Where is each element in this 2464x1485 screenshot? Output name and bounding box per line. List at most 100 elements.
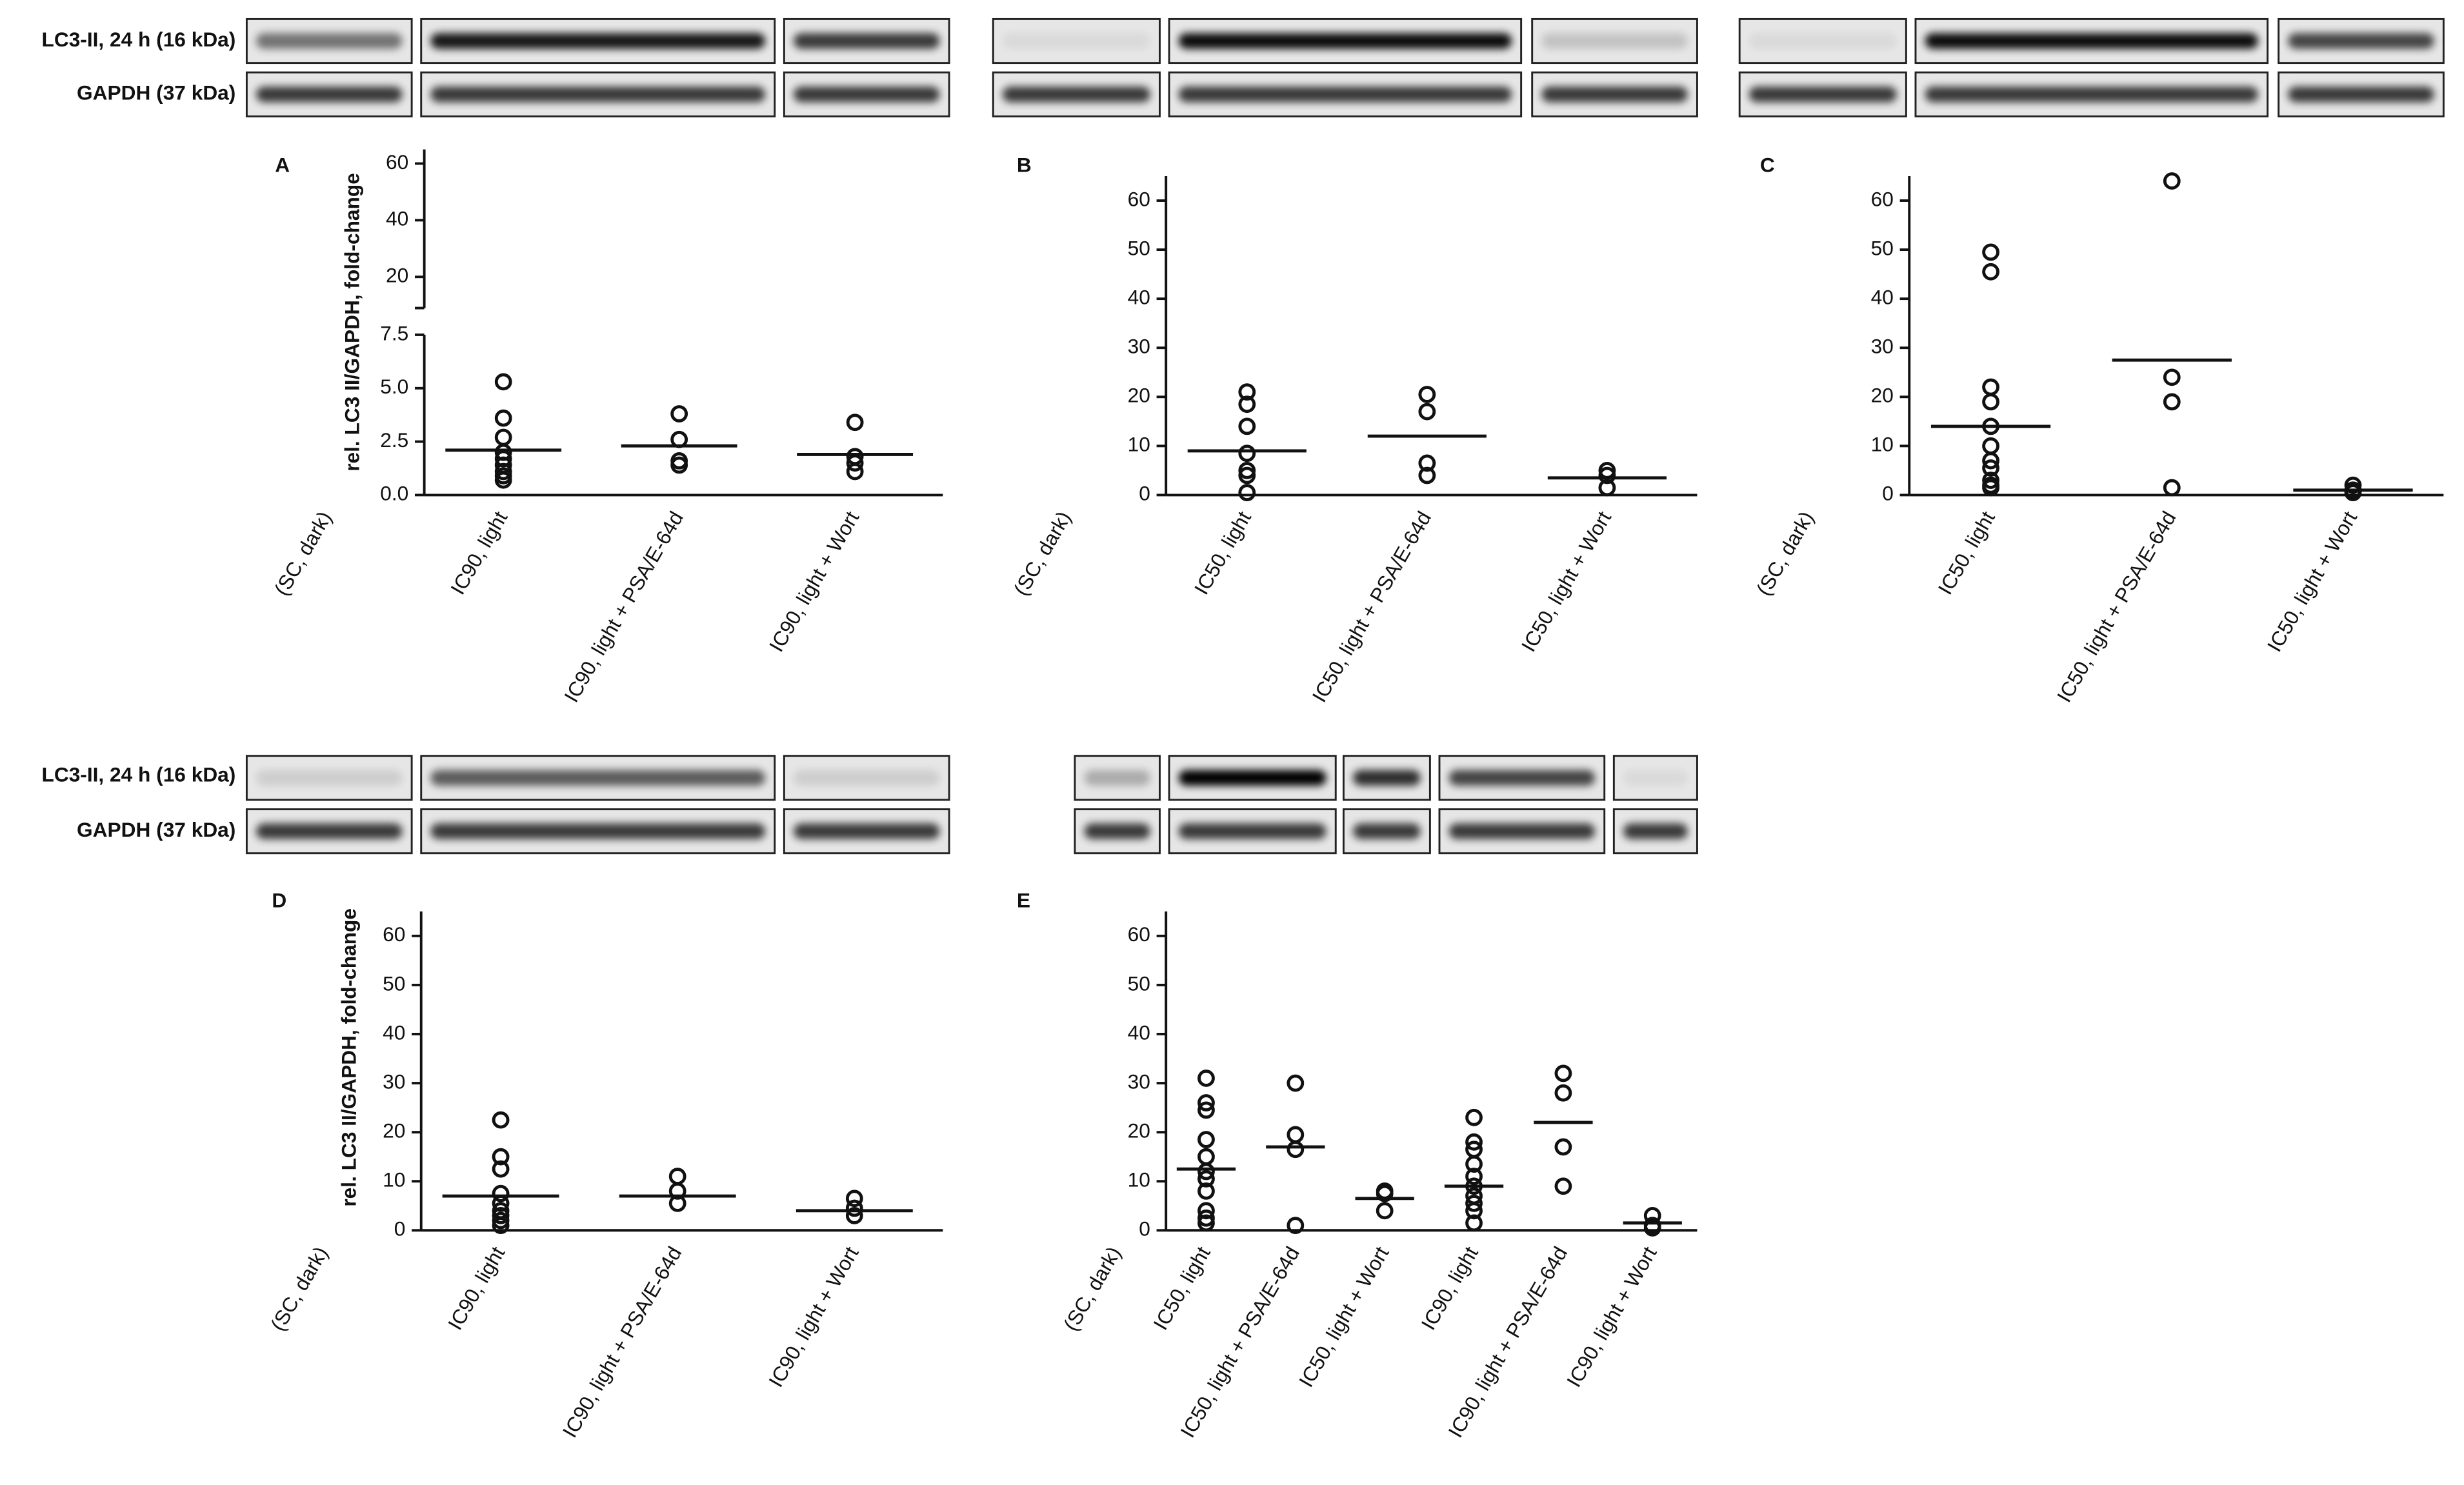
blot-band xyxy=(793,33,940,49)
blot-band xyxy=(793,770,940,786)
data-point xyxy=(1197,1101,1215,1119)
blot-band xyxy=(1353,770,1421,786)
blot-band xyxy=(1178,770,1327,786)
blot-band xyxy=(793,86,940,103)
blot-label: LC3-II, 24 h (16 kDa) xyxy=(42,763,236,786)
data-point xyxy=(1982,243,1999,261)
data-point xyxy=(1465,1214,1483,1232)
blot-band xyxy=(793,823,940,839)
data-point xyxy=(1197,1214,1215,1232)
blot-label: LC3-II, 24 h (16 kDa) xyxy=(42,28,236,51)
x-tick-label: IC50, light xyxy=(1148,1242,1215,1334)
y-tick-label: 60 xyxy=(1128,922,1150,946)
y-tick-label: 2.5 xyxy=(380,428,408,452)
data-point xyxy=(1197,1202,1215,1220)
blot-band xyxy=(256,823,403,839)
blot-label: GAPDH (37 kDa) xyxy=(77,818,235,841)
blot-band xyxy=(256,86,403,103)
data-point xyxy=(1418,403,1436,421)
data-point xyxy=(1982,452,1999,470)
data-point xyxy=(1554,1084,1572,1102)
blot-band xyxy=(1084,770,1150,786)
data-point xyxy=(1418,386,1436,403)
data-point xyxy=(845,1199,863,1217)
data-point xyxy=(1643,1219,1661,1237)
data-point xyxy=(1197,1131,1215,1148)
data-point xyxy=(668,1182,686,1200)
y-tick-label: 60 xyxy=(386,150,408,174)
data-point xyxy=(494,373,512,391)
data-point xyxy=(670,405,688,423)
x-tick-label: IC50, light + Wort xyxy=(1517,507,1616,655)
panel-label: B xyxy=(1017,154,1032,177)
data-point xyxy=(1982,479,1999,497)
blot-band xyxy=(430,823,766,839)
y-tick-label: 40 xyxy=(386,207,408,230)
y-tick-label: 7.5 xyxy=(380,321,408,344)
data-point xyxy=(1376,1202,1394,1220)
x-tick-label: IC50, light + Wort xyxy=(2263,507,2362,655)
data-point xyxy=(1982,263,1999,281)
y-axis-label: rel. LC3 II/GAPDH, fold-change xyxy=(337,908,360,1207)
y-tick-label: 50 xyxy=(1871,236,1894,259)
data-point xyxy=(1238,466,1256,484)
x-tick-label: IC50, light xyxy=(1190,507,1256,599)
blot-band xyxy=(430,770,766,786)
blot-band xyxy=(1541,86,1688,103)
data-point xyxy=(1238,395,1256,414)
data-point xyxy=(492,1217,510,1235)
y-tick-label: 40 xyxy=(1871,285,1894,308)
blot-band xyxy=(1084,823,1150,839)
blot-band xyxy=(1623,823,1688,839)
y-tick-label: 60 xyxy=(1871,187,1894,210)
data-point xyxy=(668,1168,686,1185)
blot-band xyxy=(430,86,766,103)
y-tick-label: 0 xyxy=(394,1217,406,1241)
data-point xyxy=(2163,172,2181,190)
data-point xyxy=(1197,1182,1215,1200)
y-tick-label: 20 xyxy=(1128,384,1150,407)
data-point xyxy=(1238,484,1256,501)
blot-band xyxy=(1925,33,2258,49)
data-point xyxy=(1982,459,1999,477)
data-point xyxy=(492,1148,510,1166)
data-point xyxy=(1598,466,1616,484)
blot-band xyxy=(2288,86,2434,103)
data-point xyxy=(670,456,688,474)
data-point xyxy=(492,1160,510,1178)
data-point xyxy=(494,409,512,427)
data-point xyxy=(1287,1074,1305,1092)
data-point xyxy=(845,1190,863,1208)
blot-band xyxy=(1925,86,2258,103)
data-point xyxy=(1287,1141,1305,1159)
y-tick-label: 0.0 xyxy=(380,482,408,505)
x-tick-label: IC90, light + PSA/E-64d xyxy=(559,507,688,706)
y-tick-label: 60 xyxy=(383,922,405,946)
blot-band xyxy=(1002,86,1150,103)
data-point xyxy=(1197,1070,1215,1087)
x-tick-label: IC90, light xyxy=(443,1242,510,1334)
blot-band xyxy=(1448,823,1596,839)
x-tick-label: IC50, light xyxy=(1933,507,1999,599)
blot-band xyxy=(256,770,403,786)
y-tick-label: 10 xyxy=(1128,1168,1150,1191)
data-point xyxy=(1418,454,1436,472)
data-point xyxy=(1554,1064,1572,1082)
panel-label: E xyxy=(1017,889,1030,912)
y-tick-label: 10 xyxy=(1128,433,1150,456)
data-point xyxy=(1238,444,1256,463)
data-point xyxy=(1982,393,1999,411)
blot-band xyxy=(1002,33,1150,49)
y-tick-label: 50 xyxy=(1128,236,1150,259)
data-point xyxy=(846,463,864,481)
y-tick-label: 60 xyxy=(1128,187,1150,210)
x-tick-label: IC90, light xyxy=(1416,1242,1483,1334)
data-point xyxy=(1982,437,1999,455)
data-point xyxy=(2163,368,2181,386)
data-point xyxy=(494,471,512,489)
y-tick-label: 20 xyxy=(1871,384,1894,407)
data-point xyxy=(1418,466,1436,484)
data-point xyxy=(1287,1217,1305,1235)
y-tick-label: 40 xyxy=(1128,1021,1150,1044)
